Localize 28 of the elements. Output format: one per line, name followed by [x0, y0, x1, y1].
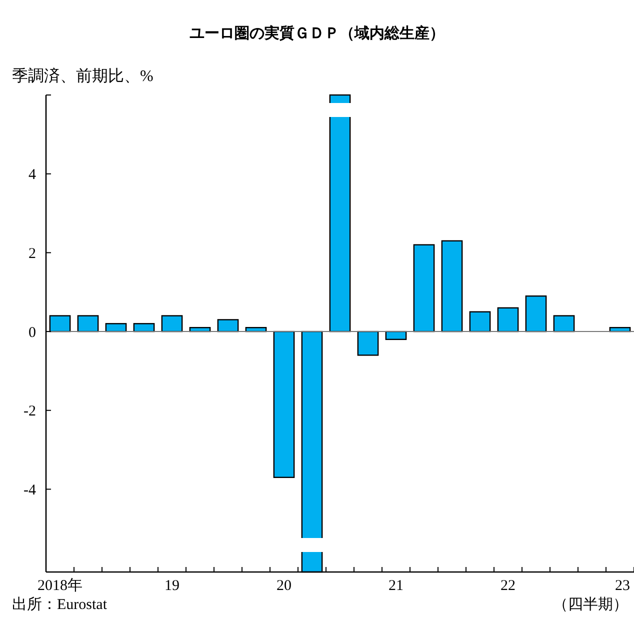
bar: [77, 315, 99, 332]
bar: [329, 94, 351, 332]
bar: [525, 295, 547, 332]
x-tick-label: 22: [500, 578, 516, 594]
bar: [161, 315, 183, 332]
chart-title: ユーロ圏の実質ＧＤＰ（域内総生産）: [190, 24, 444, 42]
y-tick-label: 2: [28, 246, 36, 262]
bar: [553, 315, 575, 332]
x-tick-label: 23: [615, 578, 630, 594]
text: 出所：Eurostat: [12, 596, 108, 613]
bar: [469, 311, 491, 332]
bar: [413, 244, 435, 332]
y-tick-label: -2: [24, 404, 36, 420]
bar: [49, 315, 71, 332]
x-tick-label: 20: [276, 578, 292, 594]
y-tick-label: 4: [28, 167, 36, 184]
y-axis-title: 季調済、前期比、%: [12, 67, 154, 85]
bar: [273, 330, 295, 478]
y-tick-label: -4: [24, 482, 36, 498]
x-tick-label: 19: [164, 578, 180, 594]
x-axis-title: （四半期）: [553, 596, 628, 613]
bar: [217, 319, 239, 332]
x-tick-label: 2018年: [38, 577, 82, 594]
bar: [497, 307, 519, 332]
bar: [441, 240, 463, 332]
y-tick-label: 0: [28, 324, 36, 341]
x-tick-label: 21: [388, 578, 404, 594]
bar: [357, 330, 379, 356]
